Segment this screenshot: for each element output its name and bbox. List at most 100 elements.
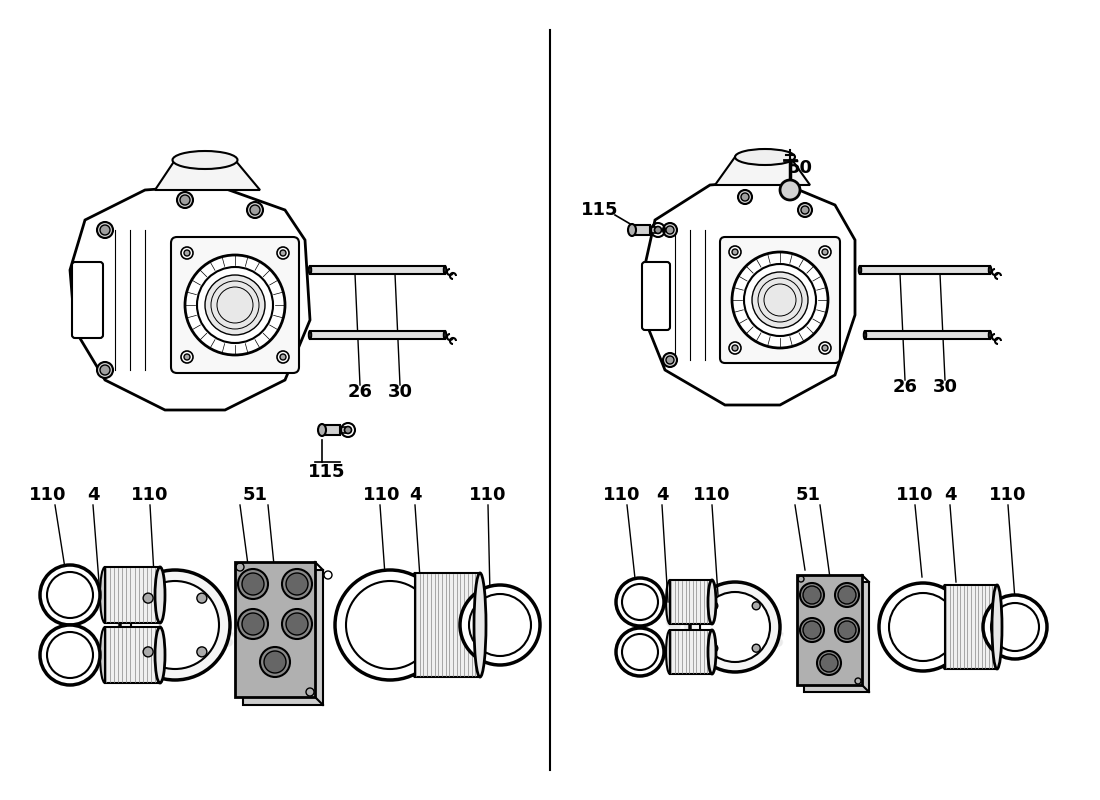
Bar — [670, 630, 712, 674]
FancyBboxPatch shape — [170, 237, 299, 373]
Bar — [104, 567, 160, 623]
Ellipse shape — [100, 567, 110, 623]
Circle shape — [286, 573, 308, 595]
Circle shape — [752, 602, 760, 610]
Bar — [340, 427, 348, 433]
Bar — [310, 266, 446, 274]
Circle shape — [822, 345, 828, 351]
Text: 110: 110 — [30, 486, 67, 504]
Text: 26: 26 — [348, 383, 373, 401]
Circle shape — [729, 246, 741, 258]
Circle shape — [143, 593, 153, 603]
Circle shape — [460, 585, 540, 665]
Ellipse shape — [708, 630, 716, 674]
Bar — [670, 580, 712, 624]
Ellipse shape — [989, 266, 991, 274]
Circle shape — [205, 275, 265, 335]
Text: 51: 51 — [795, 486, 821, 504]
Circle shape — [100, 365, 110, 375]
Ellipse shape — [474, 573, 486, 677]
Circle shape — [282, 609, 312, 639]
Ellipse shape — [628, 224, 636, 236]
Circle shape — [184, 354, 190, 360]
Circle shape — [817, 651, 842, 675]
Bar — [310, 331, 446, 339]
Bar — [415, 573, 480, 677]
Text: 110: 110 — [989, 486, 1026, 504]
Circle shape — [835, 583, 859, 607]
Text: 110: 110 — [896, 486, 934, 504]
Circle shape — [666, 356, 674, 364]
Circle shape — [238, 609, 268, 639]
Polygon shape — [155, 160, 260, 190]
FancyBboxPatch shape — [72, 262, 103, 338]
Circle shape — [277, 247, 289, 259]
Circle shape — [663, 223, 676, 237]
Circle shape — [177, 192, 192, 208]
Circle shape — [184, 250, 190, 256]
Circle shape — [197, 593, 207, 603]
Ellipse shape — [859, 266, 861, 274]
Circle shape — [197, 647, 207, 657]
Circle shape — [983, 595, 1047, 659]
Circle shape — [182, 247, 192, 259]
Text: euraces: euraces — [112, 606, 238, 654]
Circle shape — [286, 613, 308, 635]
Text: 110: 110 — [131, 486, 168, 504]
Circle shape — [732, 249, 738, 255]
Ellipse shape — [989, 331, 991, 339]
Ellipse shape — [708, 580, 716, 624]
Circle shape — [820, 342, 830, 354]
FancyBboxPatch shape — [642, 262, 670, 330]
Circle shape — [798, 203, 812, 217]
Bar — [322, 425, 340, 435]
Circle shape — [238, 569, 268, 599]
Circle shape — [744, 264, 816, 336]
Bar — [632, 225, 650, 235]
Circle shape — [800, 618, 824, 642]
Circle shape — [732, 345, 738, 351]
Ellipse shape — [309, 331, 311, 339]
Circle shape — [729, 342, 741, 354]
Circle shape — [663, 353, 676, 367]
Circle shape — [185, 255, 285, 355]
Ellipse shape — [155, 567, 165, 623]
Circle shape — [242, 573, 264, 595]
Text: euraces: euraces — [112, 286, 238, 334]
Circle shape — [143, 647, 153, 657]
Circle shape — [97, 222, 113, 238]
Text: 110: 110 — [693, 486, 730, 504]
Text: 110: 110 — [363, 486, 400, 504]
Circle shape — [654, 226, 661, 234]
Text: euraces: euraces — [657, 275, 783, 325]
Circle shape — [197, 267, 273, 343]
Bar — [860, 266, 990, 274]
Circle shape — [780, 180, 800, 200]
Circle shape — [752, 644, 760, 652]
Circle shape — [741, 193, 749, 201]
Circle shape — [710, 602, 718, 610]
Circle shape — [280, 250, 286, 256]
Circle shape — [752, 272, 808, 328]
Circle shape — [710, 644, 718, 652]
Circle shape — [690, 582, 780, 672]
Text: 26: 26 — [892, 378, 917, 396]
Polygon shape — [70, 185, 310, 410]
Text: 50: 50 — [788, 159, 813, 177]
Circle shape — [666, 226, 674, 234]
Polygon shape — [715, 157, 810, 185]
Circle shape — [260, 647, 290, 677]
Bar — [865, 331, 990, 339]
Circle shape — [180, 195, 190, 205]
Text: 51: 51 — [242, 486, 267, 504]
Bar — [104, 627, 160, 683]
Ellipse shape — [443, 266, 447, 274]
Ellipse shape — [318, 424, 326, 436]
Circle shape — [738, 190, 752, 204]
Circle shape — [264, 651, 286, 673]
Circle shape — [879, 583, 967, 671]
Ellipse shape — [173, 151, 238, 169]
Ellipse shape — [409, 573, 421, 677]
Ellipse shape — [100, 627, 110, 683]
Circle shape — [336, 570, 446, 680]
